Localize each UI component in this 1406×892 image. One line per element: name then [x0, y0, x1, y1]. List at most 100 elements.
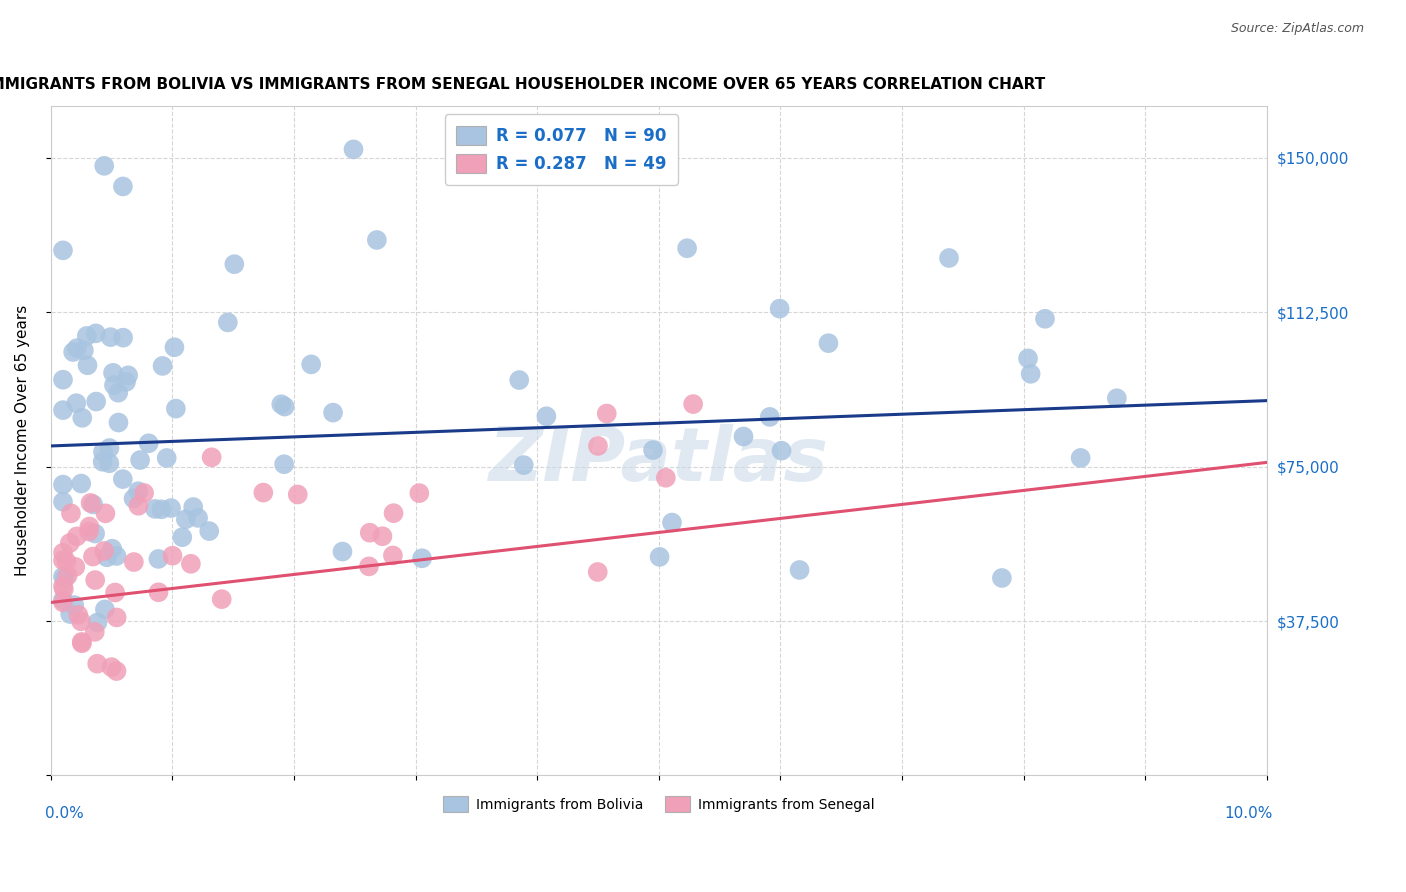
Point	[105, 610, 128, 624]
Point	[1070, 450, 1092, 465]
Point	[76, 358, 98, 372]
Point	[586, 565, 609, 579]
Y-axis label: Householder Income Over 65 years: Householder Income Over 65 years	[15, 305, 30, 576]
Point	[84, 573, 107, 587]
Point	[65, 560, 87, 574]
Point	[111, 472, 134, 486]
Legend: Immigrants from Bolivia, Immigrants from Senegal: Immigrants from Bolivia, Immigrants from…	[433, 787, 884, 822]
Point	[104, 585, 127, 599]
Point	[84, 394, 107, 409]
Point	[938, 251, 960, 265]
Point	[93, 159, 115, 173]
Point	[70, 615, 93, 629]
Point	[198, 524, 221, 538]
Point	[56, 568, 79, 582]
Point	[172, 530, 194, 544]
Point	[84, 326, 107, 341]
Point	[163, 340, 186, 354]
Text: 10.0%: 10.0%	[1225, 805, 1272, 821]
Point	[332, 544, 354, 558]
Point	[162, 549, 184, 563]
Point	[115, 375, 138, 389]
Point	[117, 368, 139, 383]
Point	[105, 664, 128, 678]
Point	[52, 593, 75, 607]
Point	[371, 529, 394, 543]
Point	[661, 516, 683, 530]
Point	[366, 233, 388, 247]
Point	[98, 441, 121, 455]
Point	[769, 301, 792, 316]
Point	[84, 526, 107, 541]
Point	[152, 359, 174, 373]
Point	[66, 341, 89, 355]
Point	[52, 582, 75, 596]
Point	[52, 579, 75, 593]
Point	[817, 336, 839, 351]
Point	[107, 385, 129, 400]
Point	[122, 491, 145, 506]
Point	[148, 552, 170, 566]
Point	[59, 536, 82, 550]
Point	[655, 471, 678, 485]
Point	[1019, 367, 1042, 381]
Point	[156, 450, 179, 465]
Point	[201, 450, 224, 465]
Point	[65, 396, 87, 410]
Point	[127, 484, 149, 499]
Point	[59, 506, 82, 520]
Point	[408, 486, 430, 500]
Point	[382, 506, 405, 520]
Point	[165, 401, 187, 416]
Point	[676, 241, 699, 255]
Point	[138, 436, 160, 450]
Point	[991, 571, 1014, 585]
Point	[174, 512, 197, 526]
Point	[82, 498, 104, 512]
Point	[508, 373, 530, 387]
Point	[52, 403, 75, 417]
Text: Source: ZipAtlas.com: Source: ZipAtlas.com	[1230, 22, 1364, 36]
Point	[52, 244, 75, 258]
Point	[252, 485, 274, 500]
Point	[52, 495, 75, 509]
Point	[322, 406, 344, 420]
Point	[648, 549, 671, 564]
Point	[273, 400, 295, 414]
Point	[101, 366, 124, 380]
Point	[224, 257, 246, 271]
Text: IMMIGRANTS FROM BOLIVIA VS IMMIGRANTS FROM SENEGAL HOUSEHOLDER INCOME OVER 65 YE: IMMIGRANTS FROM BOLIVIA VS IMMIGRANTS FR…	[0, 78, 1045, 93]
Point	[112, 331, 135, 345]
Text: ZIPatlas: ZIPatlas	[489, 425, 828, 498]
Point	[62, 345, 84, 359]
Point	[148, 585, 170, 599]
Point	[770, 443, 793, 458]
Point	[73, 343, 96, 358]
Point	[70, 635, 93, 649]
Text: 0.0%: 0.0%	[45, 805, 83, 821]
Point	[127, 499, 149, 513]
Point	[52, 477, 75, 491]
Point	[55, 554, 77, 568]
Point	[70, 476, 93, 491]
Point	[103, 378, 125, 392]
Point	[94, 506, 117, 520]
Point	[82, 549, 104, 564]
Point	[381, 549, 404, 563]
Point	[150, 502, 173, 516]
Point	[96, 550, 118, 565]
Point	[83, 624, 105, 639]
Point	[287, 487, 309, 501]
Point	[70, 636, 93, 650]
Point	[789, 563, 811, 577]
Point	[733, 429, 755, 443]
Point	[67, 607, 90, 622]
Point	[217, 315, 239, 329]
Point	[93, 544, 115, 558]
Point	[1105, 391, 1128, 405]
Point	[100, 660, 122, 674]
Point	[100, 330, 122, 344]
Point	[596, 407, 619, 421]
Point	[187, 511, 209, 525]
Point	[359, 525, 381, 540]
